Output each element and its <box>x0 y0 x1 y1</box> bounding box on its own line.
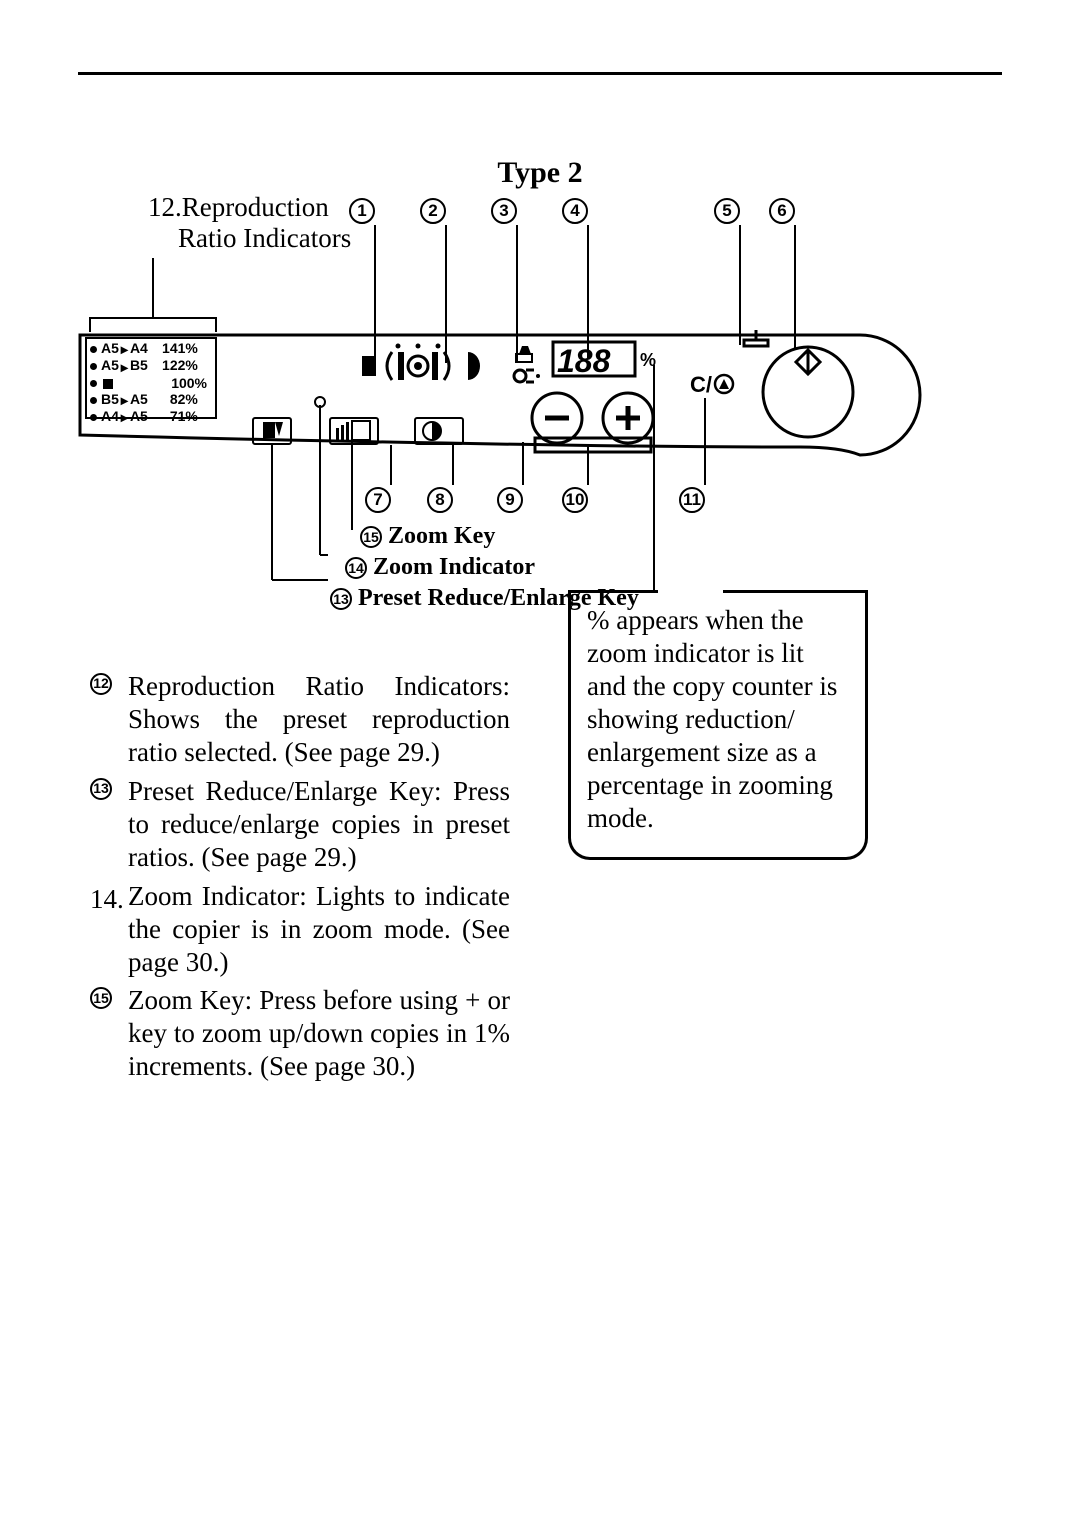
ratio-row: A5▸A4141% <box>90 340 207 357</box>
callout-6: 6 <box>769 198 795 224</box>
callout-5: 5 <box>714 198 740 224</box>
percent-note-text: % appears when the zoom indicator is lit… <box>587 605 837 833</box>
callout-9: 9 <box>497 487 523 513</box>
desc-item-12: 12 Reproduction Ratio Indica­tors: Shows … <box>90 670 510 769</box>
diagram-title: Type 2 <box>0 156 1080 190</box>
ratio-row: A5▸B5122% <box>90 357 207 374</box>
keylist-label-14: Zoom Indicator <box>373 552 535 583</box>
callout-4: 4 <box>562 198 588 224</box>
callout-7: 7 <box>365 487 391 513</box>
desc-item-13: 13 Preset Reduce/Enlarge Key: Press to re… <box>90 775 510 874</box>
percent-note: % appears when the zoom indicator is lit… <box>568 590 868 860</box>
percent-sign: % <box>640 350 656 370</box>
top-rule <box>78 72 1002 75</box>
keylist-num-14: 14 <box>345 557 367 579</box>
desc-item-14: 14.Zoom Indicator: Lights to indicate th… <box>90 880 510 979</box>
callout-1: 1 <box>349 198 375 224</box>
ratio-row: 100% <box>90 375 207 391</box>
ratio-row: B5▸A582% <box>90 391 207 408</box>
lcd-readout: 188 <box>557 343 611 379</box>
desc-num-12: 12 <box>90 673 112 695</box>
desc-text-14: Zoom Indicator: Lights to indicate the c… <box>128 880 510 979</box>
desc-num-15: 15 <box>90 987 112 1009</box>
desc-item-15: 15 Zoom Key: Press before using + or key … <box>90 984 510 1083</box>
desc-num-13: 13 <box>90 778 112 800</box>
desc-text-15: Zoom Key: Press before using + or key to… <box>128 984 510 1083</box>
callout-10: 10 <box>562 487 588 513</box>
callout-2: 2 <box>420 198 446 224</box>
keylist-row-15: 15 Zoom Key <box>360 521 639 552</box>
ratio-label-line2: Ratio Indicators <box>178 223 351 253</box>
keylist-num-13: 13 <box>330 588 352 610</box>
desc-num-14: 14. <box>90 883 124 979</box>
callout-8: 8 <box>427 487 453 513</box>
keylist-label-15: Zoom Key <box>388 521 495 552</box>
ratio-table: A5▸A4141%A5▸B5122%100%B5▸A582%A4▸A571% <box>90 340 207 425</box>
keylist-row-14: 14 Zoom Indicator <box>345 552 639 583</box>
callout-11: 11 <box>679 487 705 513</box>
keylist-num-15: 15 <box>360 526 382 548</box>
ratio-indicator-label: 12.Reproduction Ratio Indicators <box>148 192 351 254</box>
callout-3: 3 <box>491 198 517 224</box>
clear-stop-label: C/ <box>690 372 712 397</box>
description-list: 12 Reproduction Ratio Indica­tors: Shows … <box>90 670 510 1089</box>
ratio-label-line1: 12.Reproduction <box>148 192 329 222</box>
desc-text-12: Reproduction Ratio Indica­tors: Shows th… <box>128 670 510 769</box>
desc-text-13: Preset Reduce/Enlarge Key: Press to redu… <box>128 775 510 874</box>
ratio-row: A4▸A571% <box>90 408 207 425</box>
